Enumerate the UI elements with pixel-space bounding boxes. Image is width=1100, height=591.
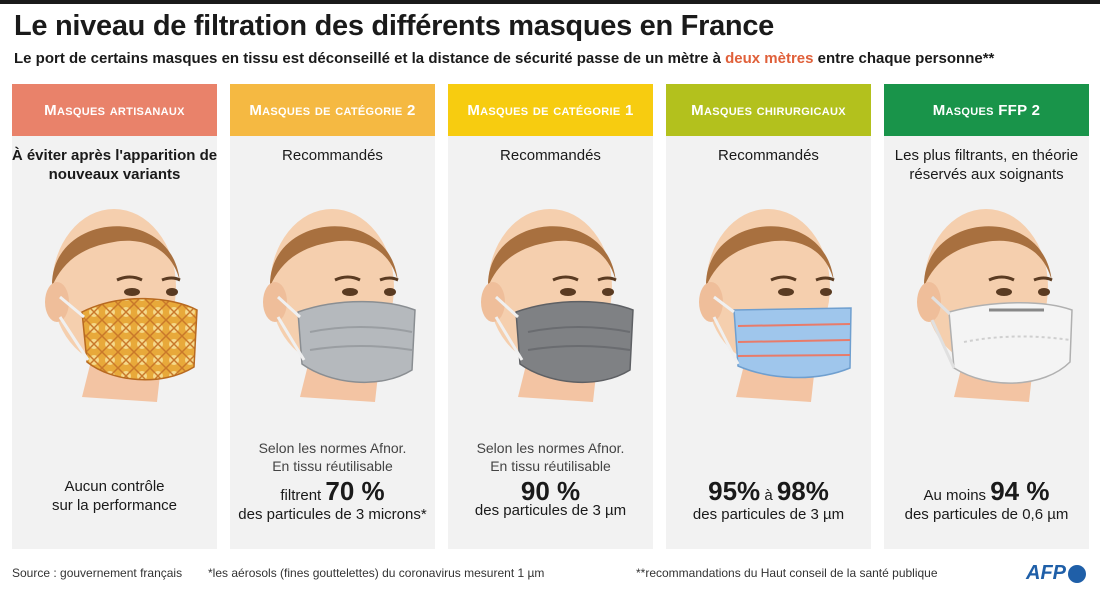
recommendation: Recommandés [718,147,819,164]
norm-text: Selon les normes Afnor. En tissu réutili… [476,440,625,474]
column-header: Masques FFP 2 [884,84,1089,136]
source-note: Source : gouvernement français [12,566,183,580]
top-rule [0,0,1100,4]
subtitle-text: Le port de certains masques en tissu est… [14,50,726,67]
norm-text: Selon les normes Afnor. En tissu réutili… [258,440,407,474]
column-header: Masques de catégorie 2 [230,84,435,136]
fabric-patterned-mask-face-icon [45,209,198,402]
column-header: Masques chirurgicaux [666,84,871,136]
recommendation: À éviter après l'apparition de nouveaux … [11,147,218,183]
performance-text: 95% à 98% des particules de 3 µm [692,476,845,523]
white-ffp2-mask-face-icon [917,209,1073,402]
performance-text: 90 % des particules de 3 µm [448,476,653,520]
subtitle-text-end: entre chaque personne** [813,50,995,67]
afp-logo: AFP [1026,562,1086,585]
column-artisanaux: Masques artisanaux À éviter après l'appa… [12,84,217,549]
recommendation: Recommandés [282,147,383,164]
grey-cloth-mask-face-icon [263,209,416,402]
filtration-percent: 94 % [990,476,1050,506]
performance-text: Aucun contrôle sur la performance [51,478,178,514]
performance-text: filtrent 70 % des particules de 3 micron… [238,476,427,523]
recommendation: Les plus filtrants, en théorie réservés … [894,147,1079,183]
footnote-hcsp: **recommandations du Haut conseil de la … [636,566,938,580]
logo-dot-icon [1068,564,1086,583]
page-subtitle: Le port de certains masques en tissu est… [14,50,994,67]
column-chirurgicaux: Masques chirurgicaux Recommandés 95% à 9… [666,84,871,549]
performance-text: Au moins 94 % des particules de 0,6 µm [904,476,1069,523]
filtration-percent: 70 % [325,476,385,506]
column-categorie-2: Masques de catégorie 2 Recommandés Selon… [230,84,435,549]
subtitle-highlight: deux mètres [725,50,814,67]
column-header: Masques artisanaux [12,84,217,136]
filtration-percent-max: 98% [776,476,829,506]
filtration-percent-min: 95% [708,476,761,506]
filtration-percent: 90 % [520,476,581,506]
recommendation: Recommandés [500,147,601,164]
footnote-aerosols: *les aérosols (fines gouttelettes) du co… [208,566,545,580]
column-categorie-1: Masques de catégorie 1 Recommandés Selon… [448,84,653,549]
column-ffp2: Masques FFP 2 Les plus filtrants, en thé… [884,84,1089,549]
blue-surgical-mask-face-icon [699,209,852,402]
page-title: Le niveau de filtration des différents m… [14,10,774,42]
column-header: Masques de catégorie 1 [448,84,653,136]
dark-grey-cloth-mask-face-icon [481,209,634,402]
